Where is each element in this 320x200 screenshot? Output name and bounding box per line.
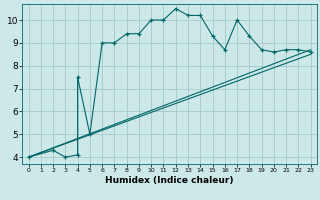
X-axis label: Humidex (Indice chaleur): Humidex (Indice chaleur) (105, 176, 234, 185)
